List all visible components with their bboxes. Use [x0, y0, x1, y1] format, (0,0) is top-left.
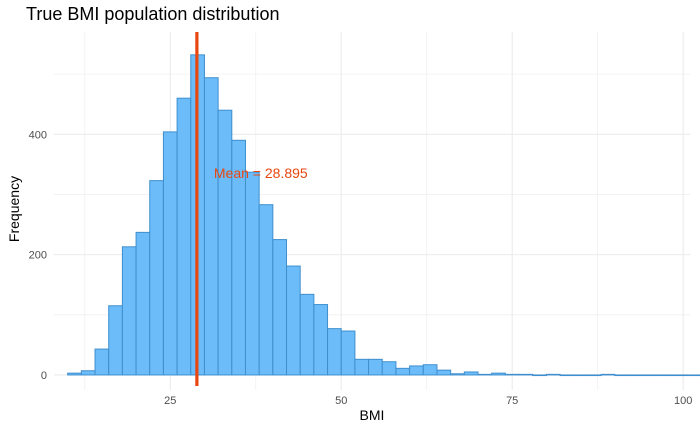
histogram-bar: [559, 374, 575, 377]
histogram-bar: [409, 365, 424, 376]
y-tick-label: 400: [29, 129, 47, 141]
histogram-bar: [518, 373, 534, 376]
histogram-bar: [655, 374, 670, 377]
histogram-bar: [258, 204, 274, 376]
histogram-bar: [108, 305, 123, 376]
histogram-bar: [121, 246, 137, 376]
y-axis-ticks: 0 200 400: [29, 129, 47, 382]
histogram-bar: [135, 231, 151, 376]
histogram-bar: [354, 358, 370, 376]
histogram-bar: [368, 358, 383, 376]
histogram-bar: [682, 374, 698, 377]
histogram-bar: [340, 330, 356, 376]
histogram-bar: [614, 374, 629, 377]
histogram-bar: [545, 373, 561, 376]
histogram-bar: [299, 293, 315, 376]
histogram-bar: [600, 373, 616, 376]
histogram-bar: [504, 373, 520, 376]
histogram-bar: [176, 97, 192, 376]
y-axis-title: Frequency: [6, 176, 22, 242]
histogram-bar: [696, 374, 700, 377]
x-tick-label: 25: [164, 395, 176, 407]
histogram-bar: [162, 131, 178, 376]
x-axis-title: BMI: [360, 407, 385, 423]
histogram-bar: [80, 370, 96, 376]
histogram-bar: [586, 374, 602, 377]
histogram-bar: [94, 348, 110, 376]
histogram-bar: [286, 265, 301, 376]
histogram-bar: [627, 374, 643, 377]
histogram-bar: [149, 180, 164, 376]
histogram-bar: [272, 239, 288, 376]
histogram-bar: [381, 361, 397, 376]
x-axis-ticks: 25 50 75 100: [164, 395, 692, 407]
histogram-bar: [668, 374, 684, 377]
chart-title: True BMI population distribution: [26, 4, 280, 24]
x-tick-label: 75: [506, 395, 518, 407]
histogram-bar: [327, 328, 342, 376]
histogram-bar: [217, 109, 233, 376]
histogram-bar: [463, 371, 479, 376]
y-tick-label: 0: [41, 370, 47, 382]
histogram-bars: [67, 54, 700, 377]
histogram-bar: [203, 77, 219, 376]
histogram-bar: [67, 372, 82, 376]
histogram-bar: [641, 374, 657, 377]
x-tick-label: 50: [335, 395, 347, 407]
x-tick-label: 100: [674, 395, 692, 407]
y-tick-label: 200: [29, 250, 47, 262]
mean-marker: Mean = 28.895: [195, 32, 308, 386]
histogram-bar: [244, 171, 260, 376]
histogram-bar: [422, 364, 438, 376]
histogram-bar: [532, 374, 547, 377]
mean-label: Mean = 28.895: [214, 165, 308, 181]
histogram-bar: [395, 367, 411, 376]
histogram-bar: [477, 373, 493, 376]
histogram-bar: [436, 369, 452, 376]
histogram-bar: [491, 372, 506, 376]
histogram-bar: [573, 374, 588, 377]
histogram-bar: [313, 304, 329, 376]
histogram-bar: [450, 373, 465, 376]
